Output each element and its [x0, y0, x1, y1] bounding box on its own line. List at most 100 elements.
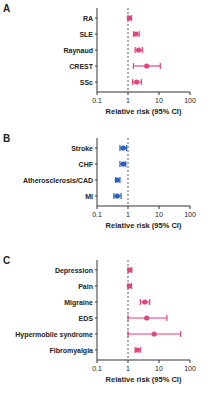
y-tick — [95, 334, 97, 335]
y-tick — [95, 18, 97, 19]
panel: A0.1110100Relative risk (95% CI)RASLERay… — [3, 3, 196, 116]
y-tick — [95, 148, 97, 149]
point — [127, 267, 132, 272]
point — [135, 347, 140, 352]
x-tick-label: 1 — [126, 97, 130, 104]
x-axis — [97, 206, 190, 207]
x-tick-label: 1 — [126, 365, 130, 372]
point — [142, 299, 147, 304]
figure: A0.1110100Relative risk (95% CI)RASLERay… — [0, 0, 222, 400]
x-tick — [97, 206, 98, 209]
error-cap — [126, 145, 127, 151]
error-cap — [142, 47, 143, 53]
x-tick — [128, 92, 129, 95]
category-label: RA — [83, 15, 93, 22]
x-tick-label: 0.1 — [92, 97, 102, 104]
category-label: Pain — [78, 283, 93, 290]
panel: C 0.1 1 10 100Relative risk (95% CI) Depressi… — [3, 255, 196, 384]
x-axis-label: Relative risk (95% CI) — [106, 375, 182, 384]
error-cap — [140, 299, 141, 305]
category-label: SLE — [79, 31, 93, 38]
category-label: Atherosclerosis/CAD — [23, 177, 93, 184]
error-cap — [127, 331, 128, 337]
y-axis — [97, 260, 98, 360]
category-label: EDS — [79, 315, 94, 322]
error-cap — [132, 79, 133, 85]
panel: B0.1110100Relative risk (95% CI)StrokeCH… — [3, 133, 196, 230]
error-cap — [139, 31, 140, 37]
x-tick — [128, 360, 129, 363]
y-tick — [95, 164, 97, 165]
y-tick — [95, 270, 97, 271]
error-cap — [119, 161, 120, 167]
error-cap — [127, 315, 128, 321]
x-tick — [128, 206, 129, 209]
error-cap — [113, 193, 114, 199]
point — [121, 145, 126, 150]
category-label: Fibromyalgia — [49, 347, 93, 355]
reference-line — [128, 138, 129, 206]
y-tick — [95, 66, 97, 67]
y-tick — [95, 180, 97, 181]
x-axis — [97, 92, 190, 93]
x-tick — [190, 360, 191, 363]
marks — [114, 138, 128, 206]
point — [127, 15, 132, 20]
error-cap — [119, 145, 120, 151]
x-tick — [159, 206, 160, 209]
x-axis-label: Relative risk (95% CI) — [106, 107, 182, 116]
x-tick — [190, 206, 191, 209]
reference-line — [128, 260, 129, 360]
y-tick — [95, 196, 97, 197]
error-cap — [121, 193, 122, 199]
point — [134, 79, 139, 84]
x-tick — [159, 360, 160, 363]
y-tick — [95, 82, 97, 83]
marks — [127, 260, 181, 360]
x-tick-label: 1 — [126, 211, 130, 218]
x-tick-label: 10 — [155, 365, 163, 372]
category-label: CHF — [79, 161, 94, 168]
x-tick — [97, 92, 98, 95]
error-cap — [149, 299, 150, 305]
point — [152, 331, 157, 336]
category-label: MI — [85, 193, 93, 200]
x-tick — [190, 92, 191, 95]
y-tick — [95, 350, 97, 351]
point — [127, 283, 132, 288]
point — [115, 177, 120, 182]
reference-line — [128, 8, 129, 92]
category-label: SSc — [80, 79, 93, 86]
x-tick-label: 10 — [155, 211, 163, 218]
panel-label: C — [3, 255, 10, 266]
y-tick — [95, 302, 97, 303]
error-cap — [160, 63, 161, 69]
category-label: Depression — [55, 267, 93, 275]
category-label: Hypermobile syndrome — [15, 331, 93, 339]
x-axis — [97, 360, 190, 361]
y-tick — [95, 286, 97, 287]
x-tick-label: 0.1 — [92, 211, 102, 218]
x-tick-label: 100 — [184, 97, 196, 104]
error-cap — [180, 331, 181, 337]
x-tick-label: 0.1 — [92, 365, 102, 372]
category-label: Raynaud — [63, 47, 93, 55]
point — [115, 193, 120, 198]
panel-label: A — [3, 3, 10, 14]
point — [144, 315, 149, 320]
point — [136, 47, 141, 52]
x-tick — [97, 360, 98, 363]
x-tick-label: 100 — [184, 365, 196, 372]
category-label: Stroke — [71, 145, 93, 152]
point — [133, 31, 138, 36]
marks — [127, 8, 161, 92]
y-tick — [95, 50, 97, 51]
error-cap — [141, 79, 142, 85]
error-cap — [133, 63, 134, 69]
y-tick — [95, 34, 97, 35]
panel-label: B — [3, 133, 10, 144]
x-axis-label: Relative risk (95% CI) — [106, 221, 182, 230]
point — [144, 63, 149, 68]
category-label: CREST — [69, 63, 93, 70]
x-tick — [159, 92, 160, 95]
